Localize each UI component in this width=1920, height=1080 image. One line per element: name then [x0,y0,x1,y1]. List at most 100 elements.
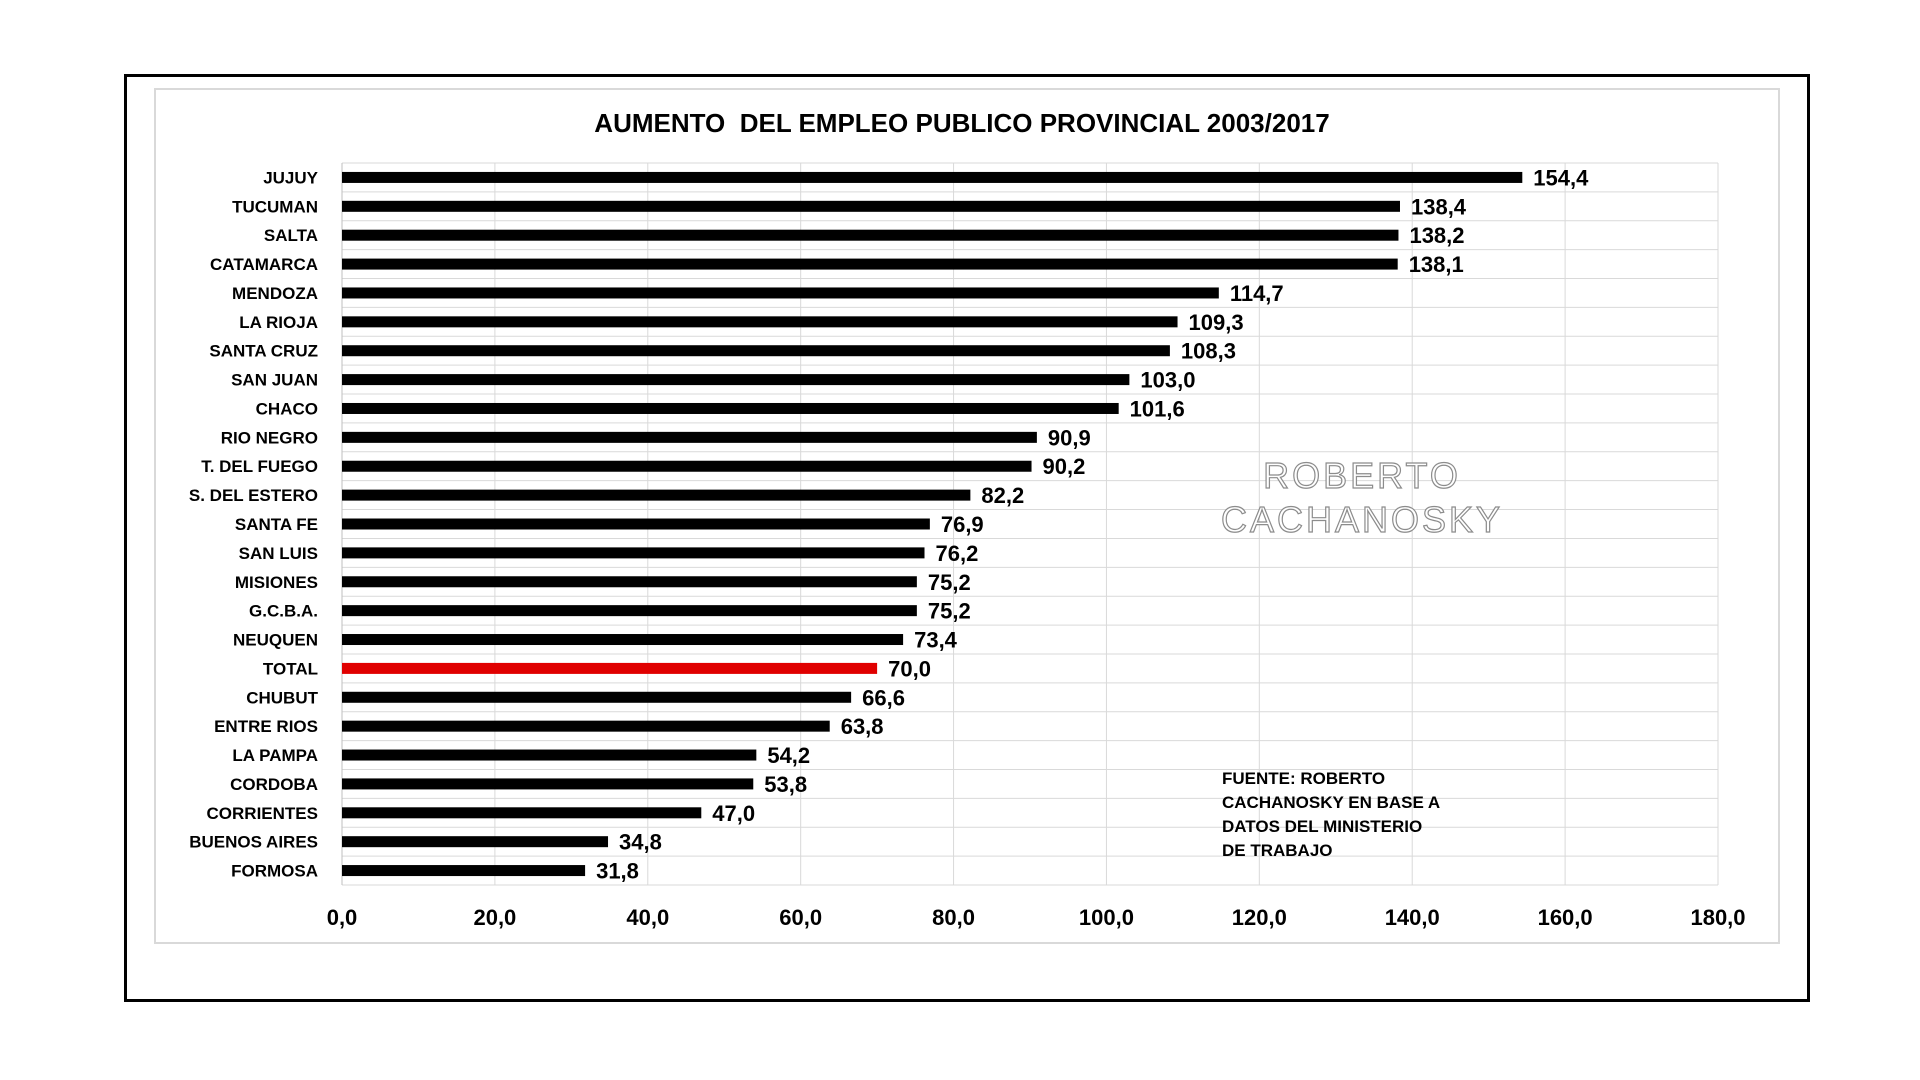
bar [342,316,1178,328]
data-label: 73,4 [914,628,958,653]
bar [342,547,925,559]
bar [342,489,971,501]
category-label: RIO NEGRO [221,428,318,447]
category-label: SANTA FE [235,515,318,534]
category-label: SAN JUAN [231,371,318,390]
data-label: 108,3 [1181,339,1236,364]
x-tick-labels: 0,0 20,0 40,0 60,0 80,0 100,0 120,0 140,0 160,0 1… [327,905,1746,930]
bar [342,807,702,819]
category-label: TOTAL [263,659,318,678]
data-label: 138,1 [1409,252,1464,277]
watermark-line-1: ROBERTO [1263,455,1461,496]
bar [342,287,1219,299]
data-label: 82,2 [981,483,1024,508]
bar [342,576,917,588]
data-label: 34,8 [619,830,662,855]
watermark-line-2: CACHANOSKY [1221,499,1503,540]
x-tick-label: 40,0 [626,905,669,930]
category-label: CHACO [256,399,318,418]
bar [342,749,757,761]
data-label: 31,8 [596,859,639,884]
data-label: 76,9 [941,512,984,537]
data-label: 53,8 [764,772,807,797]
chart-area [154,88,1780,944]
data-label: 66,6 [862,685,905,710]
bar [342,200,1400,212]
category-label: CATAMARCA [210,255,318,274]
bar [342,171,1523,183]
x-tick-label: 120,0 [1232,905,1287,930]
bar [342,402,1119,414]
category-label: LA PAMPA [232,746,318,765]
category-labels: JUJUY TUCUMAN SALTA CATAMARCA MENDOZA LA RIOJ… [189,168,319,880]
data-label: 70,0 [888,656,931,681]
bar [342,865,586,877]
bar [342,634,904,646]
x-tick-label: 160,0 [1538,905,1593,930]
data-label: 101,6 [1130,396,1185,421]
data-label: 54,2 [767,743,810,768]
x-tick-label: 180,0 [1690,905,1745,930]
bar [342,431,1037,443]
bar [342,778,754,790]
category-label: SALTA [264,226,318,245]
data-label: 138,2 [1409,223,1464,248]
source-note-line-4: DE TRABAJO [1222,841,1333,860]
data-label: 138,4 [1411,194,1467,219]
category-label: FORMOSA [231,862,318,881]
data-label: 154,4 [1533,165,1589,190]
data-labels: 154,4 138,4 138,2 138,1 114,7 109,3 108,3 103,0… [596,165,1589,883]
category-label: SAN LUIS [239,544,318,563]
data-label: 103,0 [1140,368,1195,393]
bar [342,662,878,674]
category-label: CORRIENTES [207,804,318,823]
data-label: 90,2 [1043,454,1086,479]
source-note-line-3: DATOS DEL MINISTERIO [1222,817,1422,836]
data-label: 47,0 [712,801,755,826]
source-note: FUENTE: ROBERTO CACHANOSKY EN BASE A DAT… [1222,769,1440,860]
category-label: CHUBUT [246,688,318,707]
category-label: ENTRE RIOS [214,717,318,736]
bar [342,518,930,530]
bar [342,229,1399,241]
category-label: MISIONES [235,573,318,592]
bar [342,460,1032,472]
grid-lines [341,162,1719,886]
bar [342,836,609,848]
bar [342,258,1398,270]
bar [342,691,852,703]
bars [342,171,1523,877]
category-label: LA RIOJA [239,313,318,332]
category-label: T. DEL FUEGO [201,457,318,476]
x-tick-label: 0,0 [327,905,358,930]
category-label: NEUQUEN [233,631,318,650]
data-label: 75,2 [928,599,971,624]
x-tick-label: 100,0 [1079,905,1134,930]
bar [342,720,830,732]
data-label: 63,8 [841,714,884,739]
category-label: SANTA CRUZ [209,342,318,361]
category-label: S. DEL ESTERO [189,486,318,505]
data-label: 75,2 [928,570,971,595]
x-tick-label: 60,0 [779,905,822,930]
category-label: MENDOZA [232,284,318,303]
category-label: CORDOBA [230,775,318,794]
data-label: 109,3 [1189,310,1244,335]
data-label: 90,9 [1048,425,1091,450]
source-note-line-1: FUENTE: ROBERTO [1222,769,1385,788]
category-label: BUENOS AIRES [189,833,318,852]
source-note-line-2: CACHANOSKY EN BASE A [1222,793,1440,812]
bar [342,605,917,617]
category-label: JUJUY [263,168,318,187]
bar [342,374,1130,386]
category-label: G.C.B.A. [249,602,318,621]
data-label: 114,7 [1230,281,1284,306]
data-label: 76,2 [936,541,979,566]
chart-title: AUMENTO DEL EMPLEO PUBLICO PROVINCIAL 20… [594,108,1329,138]
x-tick-label: 80,0 [932,905,975,930]
bar [342,345,1170,357]
x-tick-label: 140,0 [1385,905,1440,930]
x-tick-label: 20,0 [473,905,516,930]
category-label: TUCUMAN [232,197,318,216]
